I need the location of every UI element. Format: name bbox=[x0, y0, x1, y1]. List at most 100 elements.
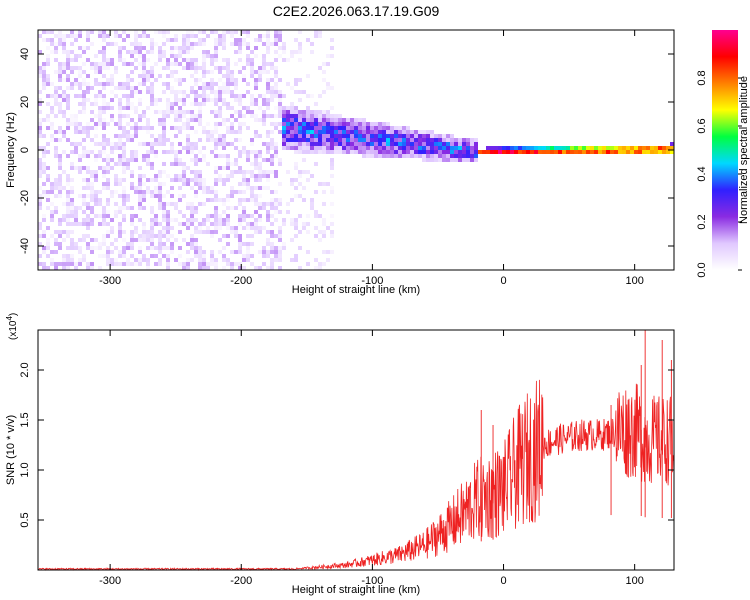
spectrogram-cell bbox=[82, 110, 86, 114]
spectrogram-cell bbox=[138, 62, 142, 66]
spectrogram-cell bbox=[70, 118, 74, 122]
spectrogram-cell bbox=[370, 142, 374, 146]
spectrogram-cell bbox=[42, 230, 46, 234]
spectrogram-cell bbox=[238, 130, 242, 134]
spectrogram-cell bbox=[650, 150, 654, 154]
spectrogram-cell bbox=[198, 186, 202, 190]
spectrogram-cell bbox=[266, 130, 270, 134]
spectrogram-cell bbox=[330, 222, 334, 226]
spectrogram-cell bbox=[246, 34, 250, 38]
spectrogram-cell bbox=[138, 142, 142, 146]
spectrogram-cell bbox=[174, 114, 178, 118]
spectrogram-cell bbox=[178, 150, 182, 154]
spectrogram-cell bbox=[194, 98, 198, 102]
spectrogram-cell bbox=[214, 262, 218, 266]
spectrogram-cell bbox=[358, 122, 362, 126]
spectrogram-cell bbox=[226, 154, 230, 158]
spectrogram-cell bbox=[386, 146, 390, 150]
spectrogram-cell bbox=[58, 158, 62, 162]
spectrogram-cell bbox=[270, 142, 274, 146]
spectrogram-cell bbox=[166, 254, 170, 258]
spectrogram-cell bbox=[294, 142, 298, 146]
spectrogram-cell bbox=[154, 138, 158, 142]
spectrogram-cell bbox=[170, 50, 174, 54]
spectrogram-cell bbox=[258, 186, 262, 190]
spectrogram-cell bbox=[142, 54, 146, 58]
spectrogram-cell bbox=[278, 102, 282, 106]
spectrogram-cell bbox=[458, 158, 462, 162]
spectrogram-cell bbox=[238, 266, 242, 270]
spectrogram-cell bbox=[278, 258, 282, 262]
spectrogram-cell bbox=[134, 122, 138, 126]
spectrogram-cell bbox=[266, 238, 270, 242]
spectrogram-cell bbox=[86, 202, 90, 206]
spectrogram-cell bbox=[246, 54, 250, 58]
spectrogram-cell bbox=[262, 206, 266, 210]
spectrogram-cell bbox=[70, 186, 74, 190]
spectrogram-cell bbox=[118, 46, 122, 50]
spectrogram-cell bbox=[86, 242, 90, 246]
spectrogram-cell bbox=[286, 130, 290, 134]
spectrogram-cell bbox=[594, 146, 598, 150]
spectrogram-cell bbox=[470, 138, 474, 142]
spectrogram-cell bbox=[230, 174, 234, 178]
spectrogram-cell bbox=[86, 178, 90, 182]
spectrogram-cell bbox=[298, 58, 302, 62]
spectrogram-cell bbox=[42, 166, 46, 170]
spectrogram-cell bbox=[54, 42, 58, 46]
spectrogram-cell bbox=[434, 154, 438, 158]
spectrogram-cell bbox=[46, 166, 50, 170]
spectrogram-cell bbox=[386, 154, 390, 158]
spectrogram-cell bbox=[146, 178, 150, 182]
spectrogram-cell bbox=[362, 122, 366, 126]
spectrogram-cell bbox=[162, 66, 166, 70]
spectrogram-cell bbox=[370, 122, 374, 126]
tick-label: 0.8 bbox=[696, 70, 708, 85]
spectrogram-cell bbox=[70, 114, 74, 118]
spectrogram-cell bbox=[198, 150, 202, 154]
spectrogram-cell bbox=[230, 78, 234, 82]
spectrogram-cell bbox=[62, 90, 66, 94]
spectrogram-cell bbox=[190, 86, 194, 90]
spectrogram-cell bbox=[342, 150, 346, 154]
spectrogram-cell bbox=[122, 190, 126, 194]
spectrogram-cell bbox=[150, 142, 154, 146]
spectrogram-cell bbox=[130, 222, 134, 226]
spectrogram-cell bbox=[254, 46, 258, 50]
tick-label: 2.0 bbox=[19, 362, 31, 377]
spectrogram-cell bbox=[122, 238, 126, 242]
spectrogram-cell bbox=[94, 102, 98, 106]
spectrogram-cell bbox=[150, 38, 154, 42]
spectrogram-cell bbox=[234, 62, 238, 66]
spectrogram-cell bbox=[378, 138, 382, 142]
spectrogram-cell bbox=[434, 158, 438, 162]
spectrogram-cell bbox=[242, 42, 246, 46]
spectrogram-cell bbox=[138, 178, 142, 182]
spectrogram-cell bbox=[322, 222, 326, 226]
spectrogram-cell bbox=[262, 226, 266, 230]
spectrogram-cell bbox=[190, 74, 194, 78]
spectrogram-cell bbox=[318, 94, 322, 98]
spectrogram-cell bbox=[250, 142, 254, 146]
spectrogram-cell bbox=[354, 146, 358, 150]
spectrogram-cell bbox=[234, 170, 238, 174]
spectrogram-cell bbox=[214, 110, 218, 114]
spectrogram-cell bbox=[134, 126, 138, 130]
spectrogram-cell bbox=[258, 202, 262, 206]
spectrogram-cell bbox=[126, 258, 130, 262]
spectrogram-cell bbox=[418, 130, 422, 134]
spectrogram-cell bbox=[314, 122, 318, 126]
spectrogram-cell bbox=[102, 182, 106, 186]
spectrogram-cell bbox=[166, 62, 170, 66]
spectrogram-cell bbox=[410, 138, 414, 142]
spectrogram-cell bbox=[246, 178, 250, 182]
spectrogram-cell bbox=[318, 262, 322, 266]
spectrogram-cell bbox=[526, 150, 530, 154]
spectrogram-cell bbox=[250, 198, 254, 202]
spectrogram-cell bbox=[302, 170, 306, 174]
tick-label: 0.0 bbox=[696, 262, 708, 277]
spectrogram-cell bbox=[66, 190, 70, 194]
spectrogram-cell bbox=[54, 94, 58, 98]
spectrogram-cell bbox=[86, 134, 90, 138]
spectrogram-cell bbox=[198, 78, 202, 82]
